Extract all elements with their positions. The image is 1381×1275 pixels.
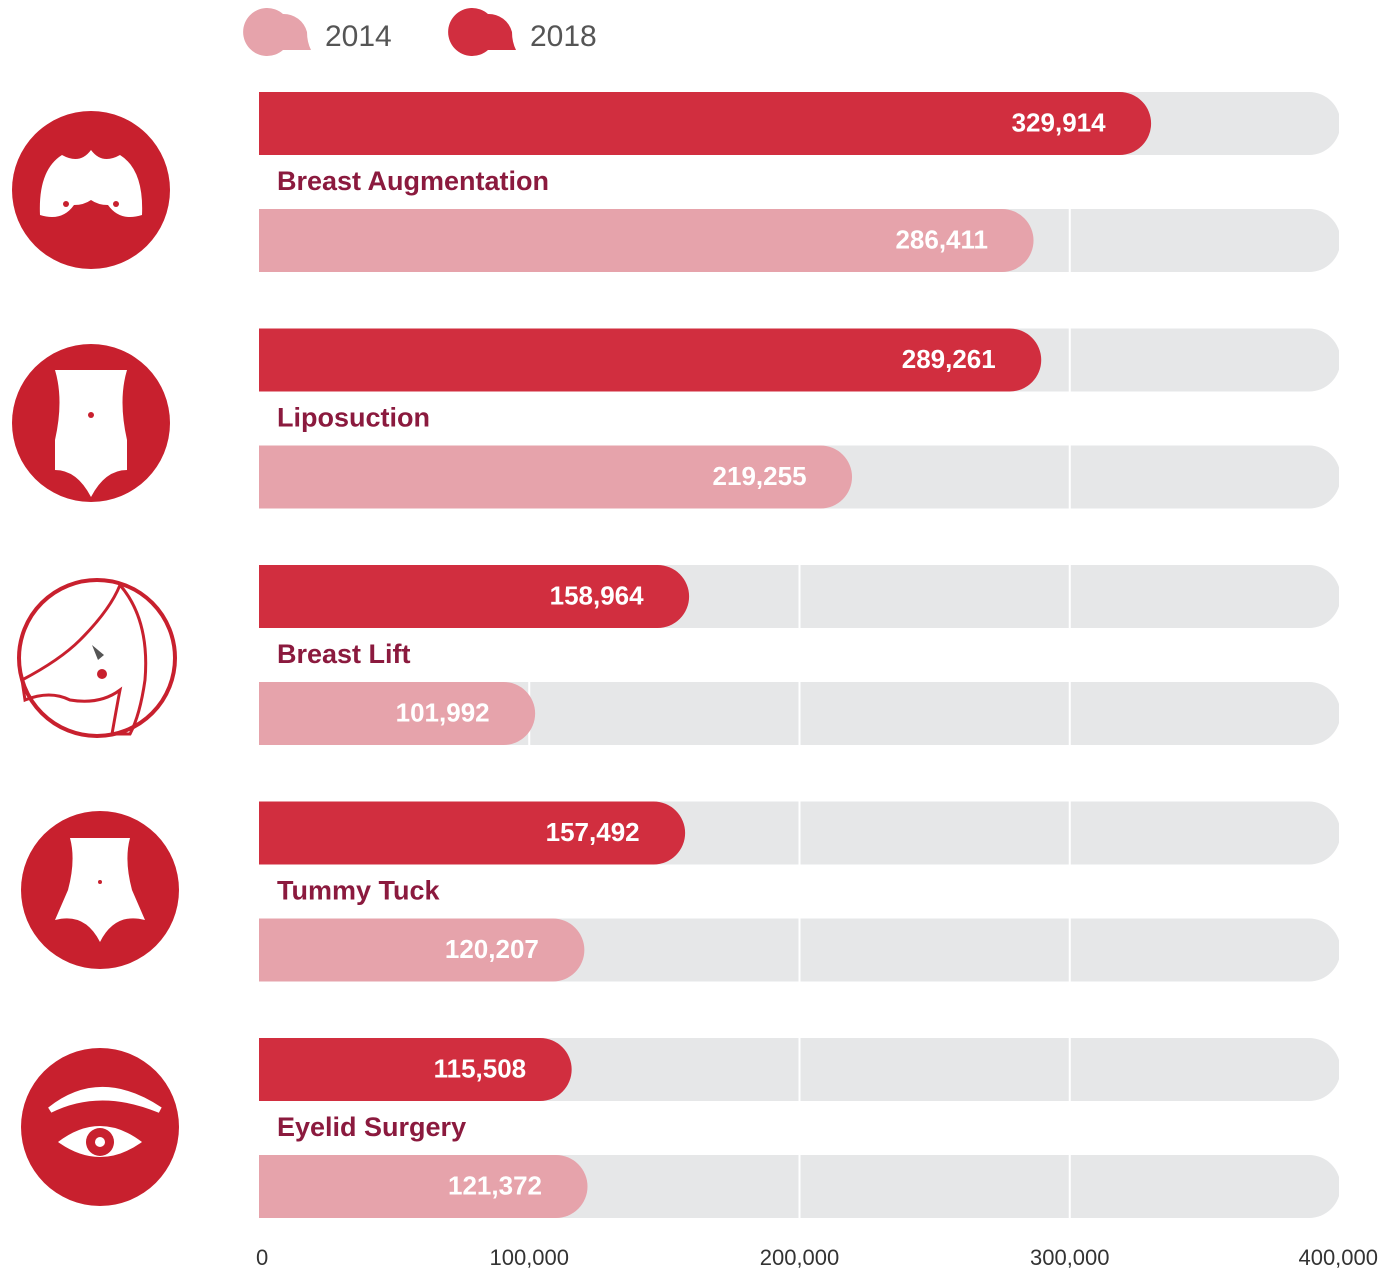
bar: [259, 682, 536, 745]
bar: [259, 1155, 588, 1218]
legend-label: 2014: [325, 20, 392, 53]
icons: [12, 111, 179, 1206]
bar: [259, 1038, 572, 1101]
x-tick-label: 400,000: [1298, 1245, 1378, 1270]
category-label: Tummy Tuck: [277, 876, 441, 906]
x-tick-label: 300,000: [1030, 1245, 1110, 1270]
legend-label: 2018: [530, 20, 597, 53]
bar: [259, 209, 1034, 272]
x-tick-label: 200,000: [760, 1245, 840, 1270]
category-label: Eyelid Surgery: [277, 1112, 466, 1142]
category-label: Breast Lift: [277, 639, 411, 669]
value-label: 289,261: [902, 344, 996, 374]
bar: [259, 445, 853, 509]
bar: [259, 328, 1042, 392]
bar: [259, 801, 686, 865]
value-label: 329,914: [1012, 107, 1107, 137]
legend-swatch: [243, 8, 311, 57]
bar: [259, 565, 690, 628]
value-label: 121,372: [448, 1170, 542, 1200]
value-label: 158,964: [550, 580, 645, 610]
value-label: 157,492: [546, 817, 640, 847]
bar: [259, 92, 1152, 155]
value-label: 115,508: [434, 1053, 527, 1083]
category-label: Liposuction: [277, 403, 430, 433]
value-label: 101,992: [396, 697, 490, 727]
legend-swatch: [448, 8, 516, 57]
bar: [259, 918, 585, 982]
value-label: 219,255: [713, 461, 807, 491]
x-tick-label: 0: [256, 1245, 268, 1270]
x-tick-label: 100,000: [489, 1245, 569, 1270]
value-label: 286,411: [895, 224, 988, 254]
category-label: Breast Augmentation: [277, 166, 549, 196]
value-label: 120,207: [445, 934, 539, 964]
